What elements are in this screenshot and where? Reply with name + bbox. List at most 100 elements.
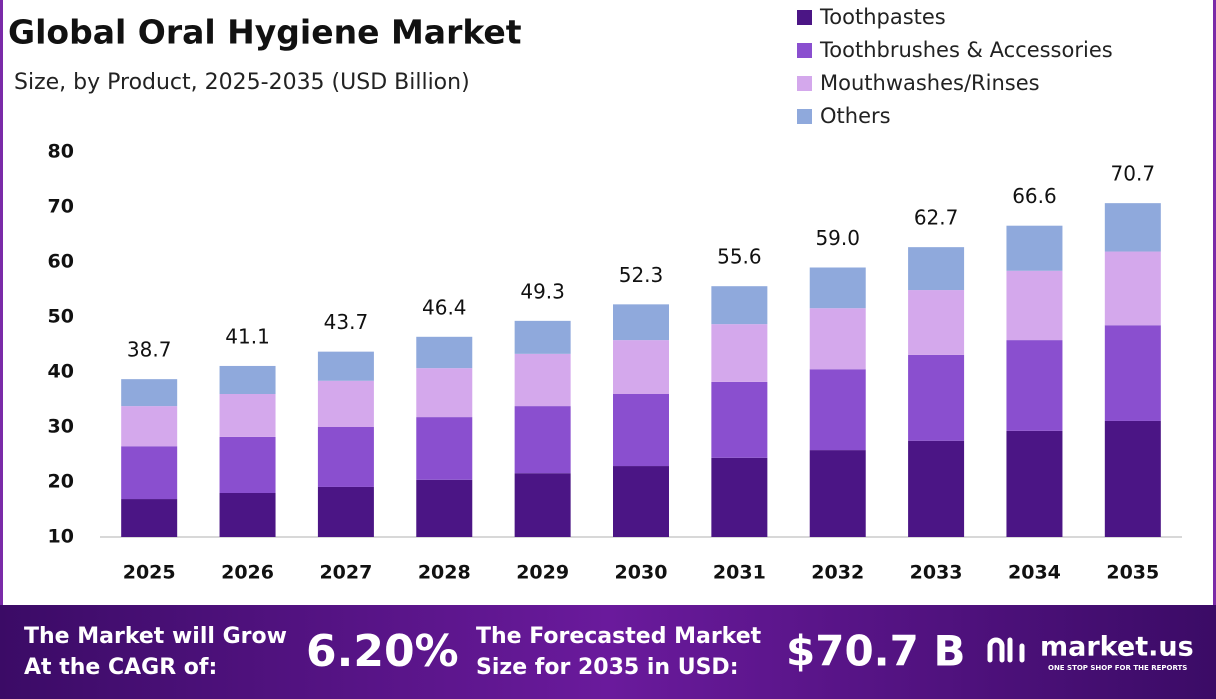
bar-segment xyxy=(908,247,965,291)
bar-segment xyxy=(514,406,571,474)
total-label: 70.7 xyxy=(1111,162,1156,186)
bar-segment xyxy=(416,479,473,537)
legend-swatch xyxy=(797,76,812,91)
total-label: 46.4 xyxy=(422,295,467,319)
bar-segment xyxy=(317,486,374,537)
legend-label: Toothbrushes & Accessories xyxy=(819,38,1113,62)
forecast-label: The Forecasted Market xyxy=(476,624,762,649)
bar-segment xyxy=(1104,203,1161,252)
bar-segment xyxy=(809,450,866,537)
bar-segment xyxy=(1104,251,1161,326)
bar-segment xyxy=(1006,270,1063,341)
chart-title: Global Oral Hygiene Market xyxy=(8,13,522,52)
x-tick-label: 2031 xyxy=(713,562,766,584)
y-tick-label: 60 xyxy=(48,251,74,273)
bar-segment xyxy=(711,381,768,458)
bar-segment xyxy=(908,440,965,537)
y-tick-label: 50 xyxy=(48,306,74,328)
bar-segment xyxy=(1104,420,1161,537)
legend-swatch xyxy=(797,10,812,25)
legend-label: Mouthwashes/Rinses xyxy=(820,71,1040,95)
bar-segment xyxy=(613,394,669,467)
bar-segment xyxy=(613,304,669,341)
logo-mark xyxy=(987,637,1025,663)
y-tick-label: 20 xyxy=(48,471,74,493)
x-tick-label: 2029 xyxy=(516,562,569,584)
bar-segment xyxy=(219,394,276,437)
total-label: 59.0 xyxy=(815,226,860,250)
cagr-value: 6.20% xyxy=(306,626,459,677)
bar-segment xyxy=(711,286,768,325)
bar-segment xyxy=(219,436,276,493)
logo-text: market.us xyxy=(1040,632,1194,663)
bar-segment xyxy=(1104,325,1161,421)
bar-segment xyxy=(809,267,866,309)
cagr-label: The Market will Grow xyxy=(24,624,287,649)
logo-icon xyxy=(987,637,1025,663)
x-tick-label: 2026 xyxy=(221,562,274,584)
bar-segment xyxy=(908,290,965,355)
bar-segment xyxy=(416,417,473,480)
frame-left xyxy=(0,0,3,605)
total-label: 38.7 xyxy=(127,338,172,362)
y-tick-label: 80 xyxy=(48,141,74,163)
total-label: 62.7 xyxy=(914,206,959,230)
forecast-label: Size for 2035 in USD: xyxy=(476,655,739,680)
x-tick-label: 2028 xyxy=(418,562,471,584)
bar-segment xyxy=(1006,340,1063,431)
bar-segment xyxy=(416,368,473,418)
frame-right xyxy=(1213,0,1216,605)
bar-segment xyxy=(613,466,669,537)
total-label: 49.3 xyxy=(520,279,565,303)
bar-segment xyxy=(219,365,276,394)
bar-segment xyxy=(317,427,374,487)
x-tick-label: 2035 xyxy=(1106,562,1159,584)
bar-segment xyxy=(1006,430,1063,537)
bar-segment xyxy=(317,380,374,427)
y-tick-label: 10 xyxy=(48,526,74,548)
y-tick-label: 30 xyxy=(48,416,74,438)
bar-segment xyxy=(711,324,768,382)
cagr-label: At the CAGR of: xyxy=(24,655,217,680)
x-tick-label: 2030 xyxy=(615,562,668,584)
bar-segment xyxy=(613,340,669,394)
bar-segment xyxy=(514,320,571,354)
total-label: 66.6 xyxy=(1012,184,1057,208)
bar-segment xyxy=(809,369,866,451)
y-tick-label: 70 xyxy=(48,196,74,218)
y-tick-label: 40 xyxy=(48,361,74,383)
chart-subtitle: Size, by Product, 2025-2035 (USD Billion… xyxy=(14,70,470,95)
bar-segment xyxy=(809,308,866,370)
x-tick-label: 2032 xyxy=(811,562,864,584)
total-label: 43.7 xyxy=(324,310,369,334)
x-tick-label: 2027 xyxy=(319,562,372,584)
total-label: 52.3 xyxy=(619,263,664,287)
bar-segment xyxy=(908,354,965,441)
bar-segment xyxy=(317,351,374,381)
total-label: 41.1 xyxy=(225,324,270,348)
bar-segment xyxy=(711,457,768,537)
bar-segment xyxy=(121,446,178,500)
bar-segment xyxy=(121,499,178,537)
bar-segment xyxy=(514,473,571,537)
total-label: 55.6 xyxy=(717,245,762,269)
legend-label: Others xyxy=(820,104,891,128)
logo-tagline: ONE STOP SHOP FOR THE REPORTS xyxy=(1048,664,1187,672)
plot: 1020304050607080202538.7202641.1202743.7… xyxy=(48,5,1182,584)
legend-swatch xyxy=(797,109,812,124)
forecast-value: $70.7 B xyxy=(786,627,965,676)
bar-segment xyxy=(416,336,473,369)
bar-segment xyxy=(219,493,276,537)
x-tick-label: 2033 xyxy=(910,562,963,584)
x-tick-label: 2025 xyxy=(123,562,176,584)
bar-segment xyxy=(121,379,178,407)
footer-banner xyxy=(0,605,1216,699)
bar-segment xyxy=(121,406,178,447)
x-tick-label: 2034 xyxy=(1008,562,1061,584)
bar-segment xyxy=(514,353,571,407)
bar-segment xyxy=(1006,225,1063,271)
legend-swatch xyxy=(797,43,812,58)
legend-label: Toothpastes xyxy=(819,5,946,29)
